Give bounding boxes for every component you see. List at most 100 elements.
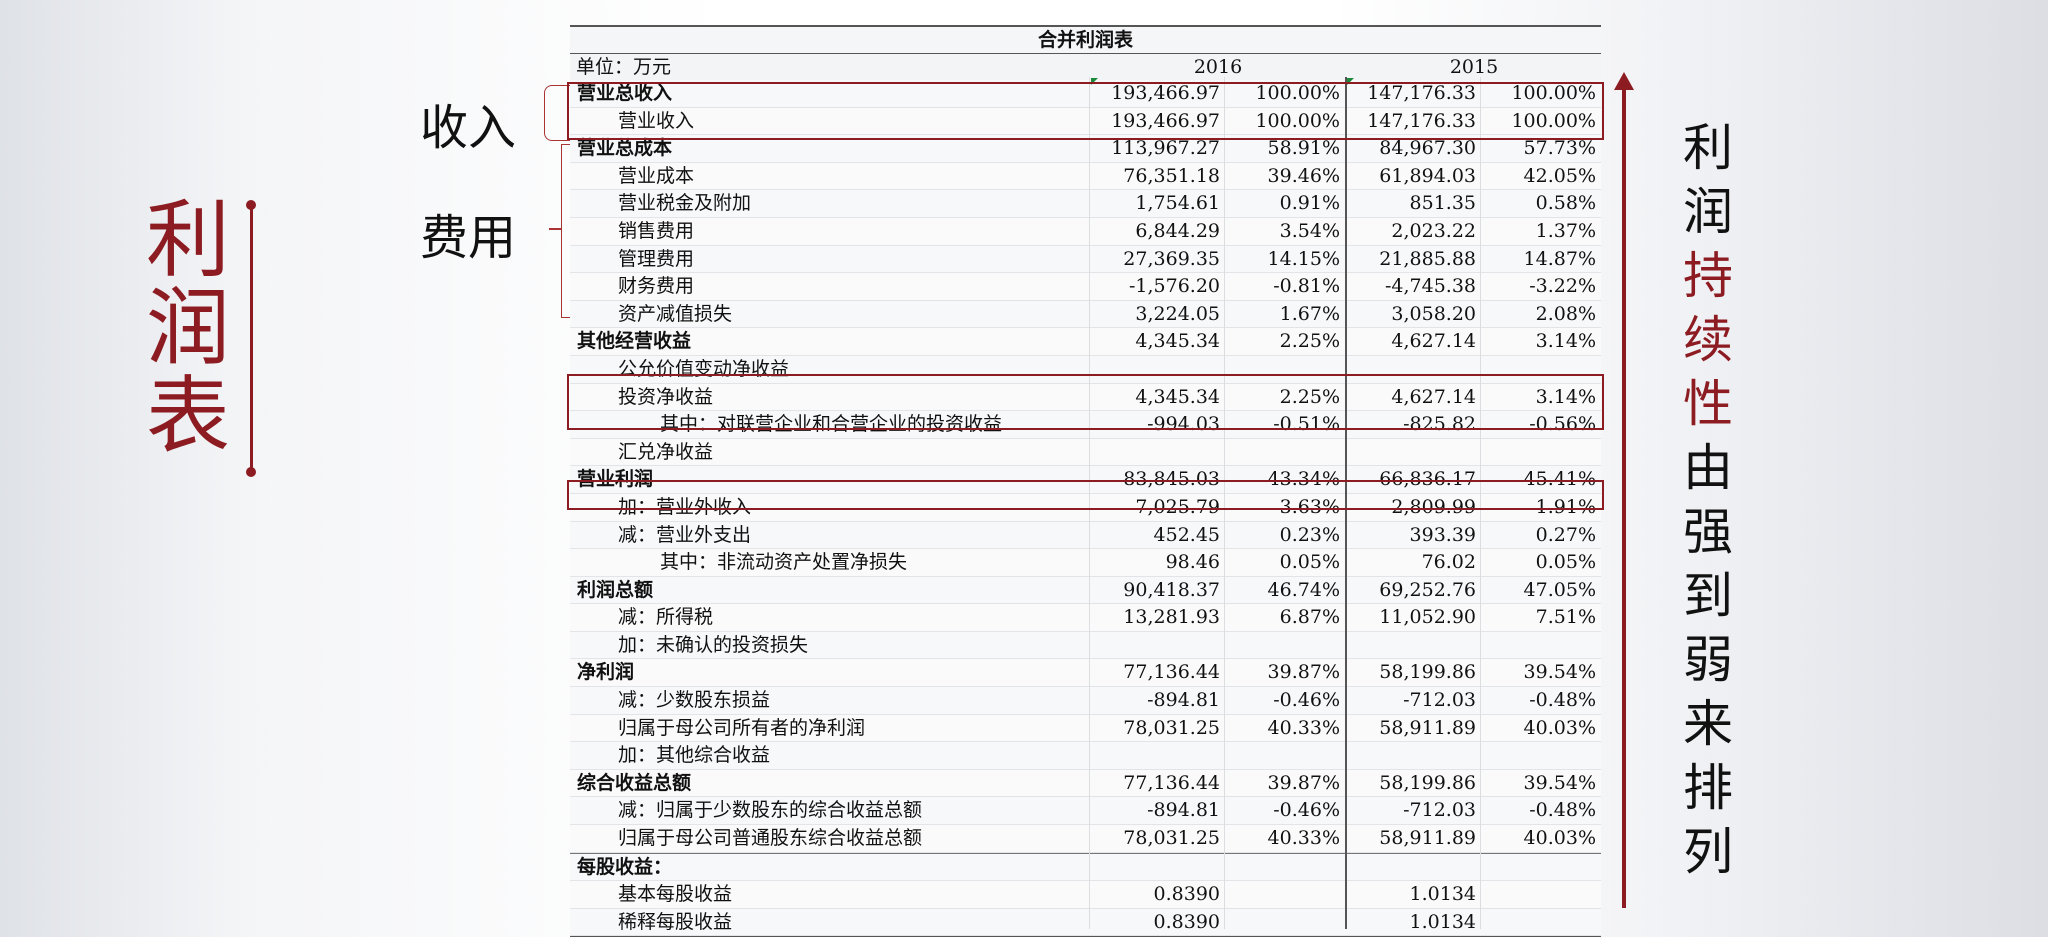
value-2016-cell: 77,136.44: [1123, 771, 1220, 794]
row-label: 财务费用: [618, 275, 695, 298]
side-title: 利 润 表: [138, 196, 238, 460]
row-label: 归属于母公司普通股东综合收益总额: [618, 827, 923, 850]
percent-2016-cell: 3.63%: [1279, 495, 1340, 518]
value-2015-cell: 11,052.90: [1379, 606, 1476, 629]
table-row: 公允价值变动净收益: [570, 355, 1601, 384]
percent-2015-cell: 39.54%: [1523, 771, 1596, 794]
income-annotation: 收入: [420, 100, 517, 156]
row-label: 归属于母公司所有者的净利润: [618, 716, 866, 739]
percent-2016-cell: 2.25%: [1279, 330, 1340, 353]
column-gridline: [1089, 77, 1090, 929]
value-2015-cell: 58,911.89: [1379, 827, 1476, 850]
expense-annotation: 费用: [420, 210, 517, 266]
percent-2015-cell: 39.54%: [1523, 661, 1596, 684]
percent-2016-cell: 39.46%: [1267, 164, 1340, 187]
percent-2015-cell: 0.05%: [1535, 551, 1596, 574]
percent-2015-cell: -0.48%: [1529, 689, 1596, 712]
year-2015-header: 2015: [1449, 56, 1499, 78]
percent-2015-cell: 45.41%: [1523, 468, 1596, 491]
value-2015-cell: -712.03: [1403, 689, 1476, 712]
row-label: 每股收益：: [577, 855, 673, 878]
percent-2016-cell: 0.05%: [1279, 551, 1340, 574]
income-bracket: [544, 85, 571, 141]
percent-2015-cell: -0.48%: [1529, 799, 1596, 822]
value-2016-cell: 113,967.27: [1111, 137, 1220, 160]
row-label: 减：归属于少数股东的综合收益总额: [618, 799, 923, 822]
row-label: 减：所得税: [618, 606, 714, 629]
unit-label: 单位：万元: [576, 56, 672, 78]
percent-2016-cell: 0.23%: [1279, 523, 1340, 546]
percent-2016-cell: 3.54%: [1279, 219, 1340, 242]
row-label: 营业税金及附加: [618, 192, 752, 215]
value-2015-cell: 851.35: [1409, 192, 1476, 215]
trend-caption-char: 列: [1683, 823, 1733, 881]
percent-2015-cell: 47.05%: [1523, 578, 1596, 601]
trend-caption-char: 续: [1683, 311, 1733, 369]
value-2015-cell: 58,911.89: [1379, 716, 1476, 739]
value-2016-cell: -1,576.20: [1128, 275, 1220, 298]
percent-2016-cell: 100.00%: [1255, 109, 1340, 132]
table-row: 综合收益总额 77,136.44 39.87% 58,199.86 39.54%: [570, 769, 1601, 798]
trend-caption-char: 润: [1683, 183, 1733, 241]
percent-2016-cell: 6.87%: [1279, 606, 1340, 629]
bracket-bottom-dot: [246, 467, 256, 477]
value-2015-cell: 2,023.22: [1391, 219, 1476, 242]
row-label: 投资净收益: [618, 385, 714, 408]
trend-caption-char: 性: [1683, 375, 1733, 433]
table-row: 减：归属于少数股东的综合收益总额 -894.81 -0.46% -712.03 -0.4…: [570, 797, 1601, 826]
column-gridline: [1480, 77, 1481, 929]
percent-2015-cell: 57.73%: [1523, 137, 1596, 160]
percent-2015-cell: 0.58%: [1535, 192, 1596, 215]
row-label: 营业总收入: [577, 82, 673, 104]
percent-2015-cell: 40.03%: [1523, 716, 1596, 739]
value-2016-cell: 13,281.93: [1123, 606, 1220, 629]
percent-2016-cell: 46.74%: [1267, 578, 1340, 601]
value-2016-cell: 1,754.61: [1135, 192, 1220, 215]
table-row: 基本每股收益 0.8390 1.0134: [570, 881, 1601, 909]
table-row: 营业总收入 193,466.97 100.00% 147,176.33 100.00%: [570, 80, 1601, 108]
statement-header-row: 单位：万元 2016 2015: [570, 54, 1601, 80]
percent-2015-cell: 14.87%: [1523, 247, 1596, 270]
value-2016-cell: 3,224.05: [1135, 302, 1220, 325]
table-row: 管理费用 27,369.35 14.15% 21,885.88 14.87%: [570, 245, 1601, 274]
value-2016-cell: 83,845.03: [1123, 468, 1220, 491]
row-label: 营业总成本: [577, 137, 673, 160]
value-2015-cell: 4,627.14: [1391, 330, 1476, 353]
value-2016-cell: 7,025.79: [1135, 495, 1220, 518]
percent-2016-cell: 2.25%: [1279, 385, 1340, 408]
value-2015-cell: 58,199.86: [1379, 661, 1476, 684]
row-label: 营业收入: [618, 109, 695, 132]
row-label: 营业利润: [577, 468, 654, 491]
table-row: 投资净收益 4,345.34 2.25% 4,627.14 3.14%: [570, 383, 1601, 412]
trend-caption-char: 排: [1683, 759, 1733, 817]
percent-2015-cell: 7.51%: [1535, 606, 1596, 629]
table-row: 加：其他综合收益: [570, 742, 1601, 770]
year-2016-header: 2016: [1193, 56, 1243, 78]
value-2016-cell: 77,136.44: [1123, 661, 1220, 684]
row-label: 其中：非流动资产处置净损失: [660, 551, 908, 574]
highlight-revenue: [567, 82, 1604, 140]
value-2016-cell: 193,466.97: [1111, 109, 1220, 132]
percent-2016-cell: 100.00%: [1255, 82, 1340, 104]
value-2015-cell: 3,058.20: [1391, 302, 1476, 325]
expense-bracket-tick: [549, 228, 561, 230]
table-row: 稀释每股收益 0.8390 1.0134: [570, 908, 1601, 937]
trend-caption-char: 到: [1683, 567, 1733, 625]
row-label: 其他经营收益: [577, 330, 692, 353]
value-2015-cell: 2,809.99: [1391, 495, 1476, 518]
row-label: 净利润: [577, 661, 635, 684]
value-2015-cell: 58,199.86: [1379, 771, 1476, 794]
row-label: 利润总额: [577, 578, 654, 601]
table-row: 其他经营收益 4,345.34 2.25% 4,627.14 3.14%: [570, 328, 1601, 356]
percent-2015-cell: 100.00%: [1511, 109, 1596, 132]
percent-2015-cell: 100.00%: [1511, 82, 1596, 104]
percent-2015-cell: -3.22%: [1529, 275, 1596, 298]
table-row: 加：营业外收入 7,025.79 3.63% 2,809.99 1.91%: [570, 493, 1601, 522]
row-label: 基本每股收益: [618, 883, 733, 906]
trend-caption-char: 来: [1683, 695, 1733, 753]
expense-bracket: [561, 144, 572, 318]
value-2015-cell: 69,252.76: [1379, 578, 1476, 601]
row-label: 销售费用: [618, 219, 695, 242]
table-row: 营业税金及附加 1,754.61 0.91% 851.35 0.58%: [570, 190, 1601, 218]
row-label: 加：其他综合收益: [618, 744, 771, 767]
